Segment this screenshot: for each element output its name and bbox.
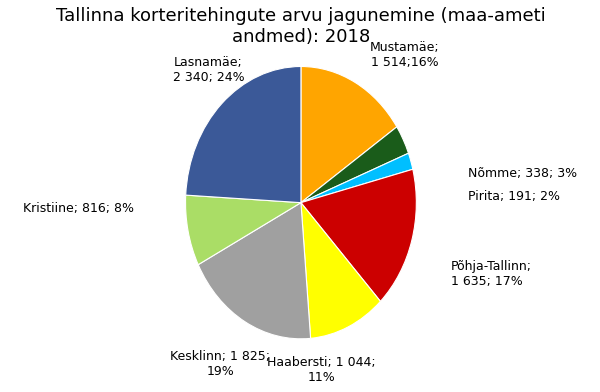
Text: Kristiine; 816; 8%: Kristiine; 816; 8%: [23, 202, 134, 215]
Wedge shape: [301, 203, 380, 338]
Text: Kesklinn; 1 825;
19%: Kesklinn; 1 825; 19%: [170, 350, 270, 378]
Wedge shape: [186, 67, 301, 203]
Wedge shape: [198, 203, 311, 339]
Wedge shape: [185, 195, 301, 265]
Wedge shape: [301, 67, 397, 203]
Text: Põhja-Tallinn;
1 635; 17%: Põhja-Tallinn; 1 635; 17%: [451, 260, 532, 288]
Text: Haabersti; 1 044;
11%: Haabersti; 1 044; 11%: [268, 356, 376, 384]
Text: Nõmme; 338; 3%: Nõmme; 338; 3%: [468, 167, 577, 180]
Wedge shape: [301, 153, 413, 203]
Wedge shape: [301, 169, 416, 301]
Title: Tallinna korteritehingute arvu jagunemine (maa-ameti
andmed): 2018: Tallinna korteritehingute arvu jagunemin…: [56, 7, 546, 46]
Wedge shape: [301, 127, 409, 203]
Text: Lasnamäe;
2 340; 24%: Lasnamäe; 2 340; 24%: [173, 56, 244, 84]
Text: Mustamäe;
1 514;16%: Mustamäe; 1 514;16%: [370, 41, 440, 69]
Text: Pirita; 191; 2%: Pirita; 191; 2%: [468, 191, 560, 203]
